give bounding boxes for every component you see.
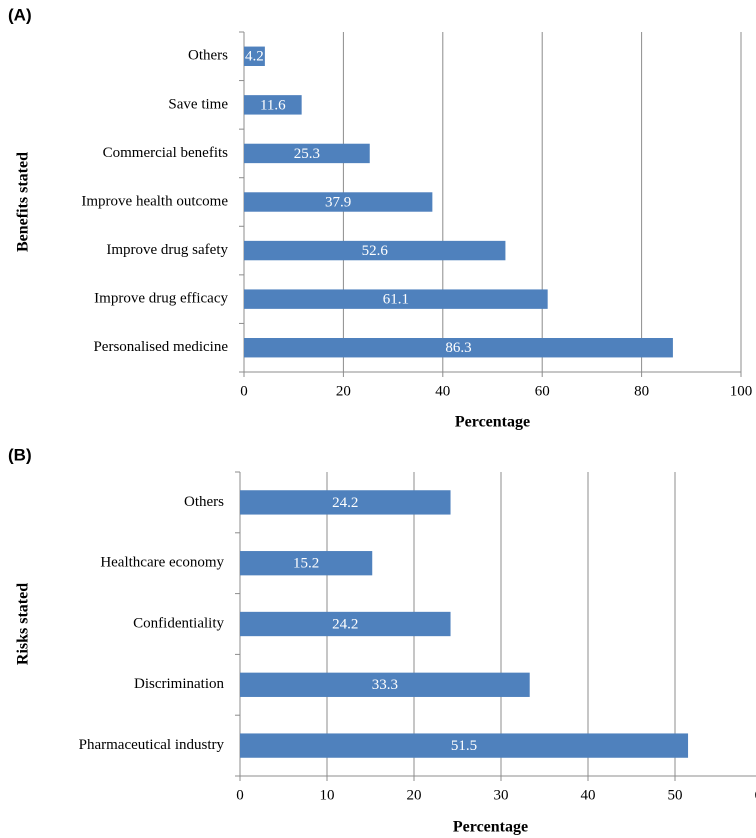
value-label: 52.6 (362, 243, 389, 259)
value-label: 25.3 (294, 146, 320, 162)
bar (244, 338, 673, 358)
bar (244, 46, 265, 66)
bar (240, 672, 530, 697)
x-tick-label: 60 (535, 383, 550, 399)
x-tick-label: 40 (435, 383, 450, 399)
bar (244, 240, 506, 261)
value-label: 33.3 (372, 677, 398, 693)
x-tick-label: 20 (336, 383, 351, 399)
y-tick-label: Personalised medicine (93, 339, 228, 355)
value-label: 24.2 (332, 495, 358, 511)
value-label: 37.9 (325, 194, 351, 210)
y-tick-label: Improve health outcome (81, 193, 228, 209)
bar (240, 611, 451, 637)
x-tick-label: 100 (730, 383, 753, 399)
value-label: 61.1 (383, 292, 409, 308)
bar (244, 95, 302, 115)
x-tick-label: 10 (320, 787, 335, 803)
panel-label: (B) (8, 445, 32, 464)
value-label: 24.2 (332, 616, 358, 632)
x-tick-label: 80 (634, 383, 649, 399)
value-label: 86.3 (445, 340, 471, 356)
y-tick-label: Confidentiality (133, 615, 224, 631)
y-tick-label: Save time (168, 96, 228, 112)
y-tick-label: Pharmaceutical industry (79, 737, 225, 753)
x-axis-title: Percentage (453, 819, 528, 836)
bar (244, 289, 548, 309)
x-tick-label: 0 (236, 787, 244, 803)
value-label: 51.5 (451, 738, 477, 754)
y-tick-label: Discrimination (134, 676, 224, 692)
x-tick-label: 60 (755, 787, 756, 803)
value-label: 15.2 (293, 556, 319, 572)
value-label: 4.2 (245, 49, 264, 65)
y-tick-label: Healthcare economy (100, 555, 224, 571)
y-tick-label: Others (184, 494, 224, 510)
y-axis-title: Benefits stated (15, 152, 32, 252)
y-tick-label: Improve drug safety (106, 242, 228, 258)
bar (240, 733, 689, 758)
bar (244, 143, 370, 164)
y-tick-label: Others (188, 48, 228, 64)
value-label: 11.6 (260, 97, 286, 113)
x-tick-label: 0 (240, 383, 248, 399)
y-tick-label: Improve drug efficacy (94, 291, 228, 307)
panel-label: (A) (8, 5, 32, 24)
bar (240, 551, 373, 576)
bar (244, 192, 433, 212)
x-tick-label: 20 (407, 787, 422, 803)
bar (240, 490, 451, 515)
x-tick-label: 40 (581, 787, 596, 803)
x-axis-title: Percentage (455, 414, 530, 431)
x-tick-label: 30 (494, 787, 509, 803)
y-axis-title: Risks stated (15, 583, 32, 665)
y-tick-label: Commercial benefits (103, 145, 229, 161)
x-tick-label: 50 (668, 787, 683, 803)
